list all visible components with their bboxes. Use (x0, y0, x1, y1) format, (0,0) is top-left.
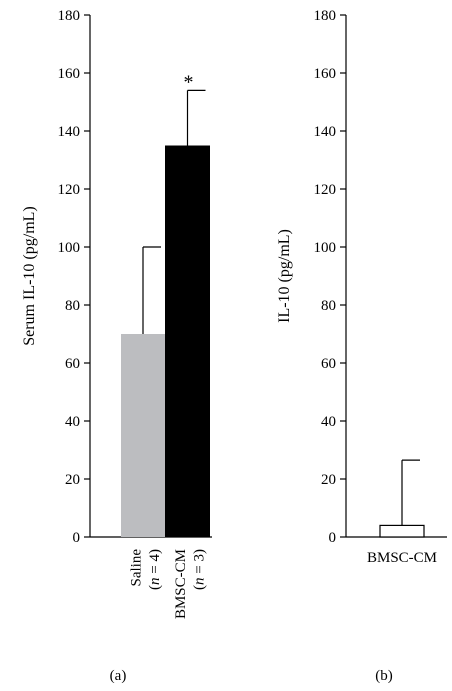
category-n-label: (n = 3) (192, 549, 208, 590)
y-tick-label: 100 (58, 240, 81, 256)
y-tick-label: 180 (58, 8, 81, 24)
y-tick-label: 20 (65, 472, 80, 488)
category-label: BMSC-CM (367, 550, 437, 566)
y-tick-label: 140 (314, 124, 337, 140)
category-label: BMSC-CM (173, 549, 189, 619)
y-tick-label: 0 (73, 530, 81, 546)
y-tick-label: 180 (314, 8, 337, 24)
y-axis-label: IL-10 (pg/mL) (276, 229, 293, 323)
category-n-label: (n = 4) (147, 549, 163, 590)
n-value: = 3) (192, 549, 208, 577)
n-open: ( (147, 585, 163, 590)
y-tick-label: 160 (58, 66, 81, 82)
y-tick-label: 80 (65, 298, 80, 314)
bar-bmsc-cm (379, 524, 425, 538)
y-tick-label: 120 (314, 182, 337, 198)
y-tick-label: 160 (314, 66, 337, 82)
y-tick-label: 140 (58, 124, 81, 140)
y-tick-label: 60 (65, 356, 80, 372)
n-symbol: n (192, 577, 208, 585)
y-tick-label: 20 (321, 472, 336, 488)
y-axis-label: Serum IL-10 (pg/mL) (21, 206, 38, 346)
panel-a-chart: 0 20 40 60 80 100 120 140 160 180 Serum IL-10 (pg/… (21, 8, 212, 684)
y-tick-label: 80 (321, 298, 336, 314)
n-symbol: n (147, 577, 163, 585)
n-open: ( (192, 585, 208, 590)
y-tick-label: 100 (314, 240, 337, 256)
y-tick-label: 40 (65, 414, 80, 430)
y-tick-label: 0 (329, 530, 337, 546)
panel-label: (b) (375, 668, 393, 684)
y-tick-label: 120 (58, 182, 81, 198)
panel-b-chart: 0 20 40 60 80 100 120 140 160 180 IL-10 (pg/mL) BMS… (276, 8, 447, 684)
bar-bmsc-cm (165, 145, 210, 537)
panel-label: (a) (110, 668, 127, 684)
y-tick-label: 40 (321, 414, 336, 430)
significance-marker: * (184, 71, 194, 93)
category-label: Saline (128, 549, 144, 587)
bar-saline (121, 334, 165, 537)
y-tick-label: 60 (321, 356, 336, 372)
n-value: = 4) (147, 549, 163, 577)
